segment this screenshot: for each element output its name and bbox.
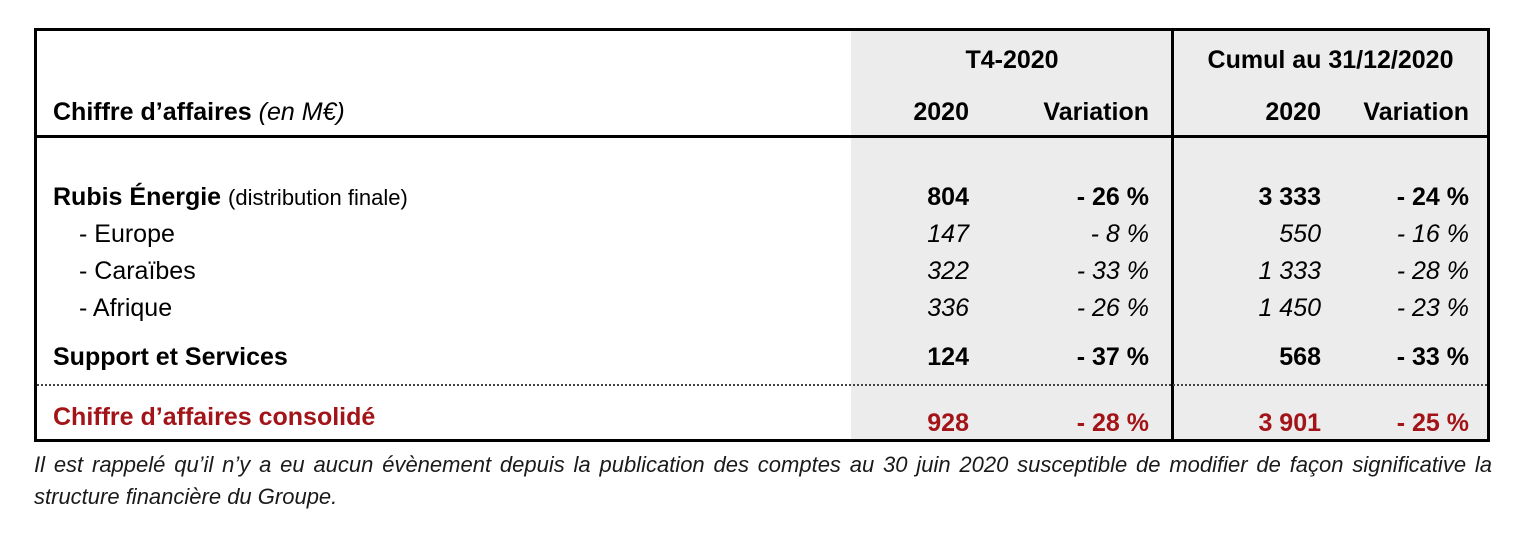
header-cumul-variation: Variation [1363,98,1469,126]
row-label-main: Rubis Énergie [53,183,222,211]
header-t4-variation: Variation [1043,98,1149,126]
header-cumul-year: 2020 [1265,98,1321,126]
header-row-label: Chiffre d’affaires (en M€) [53,97,345,127]
t4-variation-total: - 28 % [1076,409,1149,437]
header-cumul-group: Cumul au 31/12/2020 [1207,46,1454,74]
cumul-variation-value: - 23 % [1396,294,1469,322]
t4-2020-value: 124 [927,343,969,371]
t4-variation-value: - 26 % [1076,183,1149,211]
header-t4-group: T4-2020 [965,46,1059,74]
row-label-total: Chiffre d’affaires consolidé [53,403,376,431]
row-label-support-services: Support et Services [53,343,288,371]
cumul-2020-value: 550 [1279,220,1321,248]
t4-variation-value: - 37 % [1076,343,1149,371]
t4-variation-value: - 33 % [1076,257,1149,285]
t4-shaded-column [851,31,1173,439]
header-divider [37,135,1487,138]
cumul-variation-value: - 28 % [1396,257,1469,285]
row-label-caraibes: - Caraïbes [79,257,196,285]
t4-variation-value: - 8 % [1090,220,1149,248]
header-unit: (en M€) [258,98,345,126]
row-label-rubis-energie: Rubis Énergie (distribution finale) [53,182,408,213]
t4-2020-value: 322 [927,257,969,285]
cumul-2020-value: 1 333 [1258,257,1321,285]
cumul-2020-total: 3 901 [1258,409,1321,437]
t4-2020-total: 928 [927,409,969,437]
cumul-2020-value: 568 [1279,343,1321,371]
revenue-table: T4-2020 Cumul au 31/12/2020 Chiffre d’af… [34,28,1490,442]
footnote: Il est rappelé qu’il n’y a eu aucun évèn… [34,452,1492,509]
group-divider [1171,31,1174,439]
cumul-2020-value: 1 450 [1258,294,1321,322]
cumul-shaded-column [1173,31,1487,439]
t4-2020-value: 336 [927,294,969,322]
cumul-variation-total: - 25 % [1396,409,1469,437]
cumul-variation-value: - 24 % [1396,183,1469,211]
t4-2020-value: 804 [927,183,969,211]
t4-variation-value: - 26 % [1076,294,1149,322]
cumul-variation-value: - 16 % [1396,220,1469,248]
cumul-2020-value: 3 333 [1258,183,1321,211]
row-label-sub: (distribution finale) [228,185,408,210]
header-label: Chiffre d’affaires [53,98,252,126]
t4-2020-value: 147 [927,220,969,248]
row-label-europe: - Europe [79,220,175,248]
row-label-afrique: - Afrique [79,294,173,322]
cumul-variation-value: - 33 % [1396,343,1469,371]
header-t4-year: 2020 [913,98,969,126]
total-dotted-divider [37,384,1487,386]
